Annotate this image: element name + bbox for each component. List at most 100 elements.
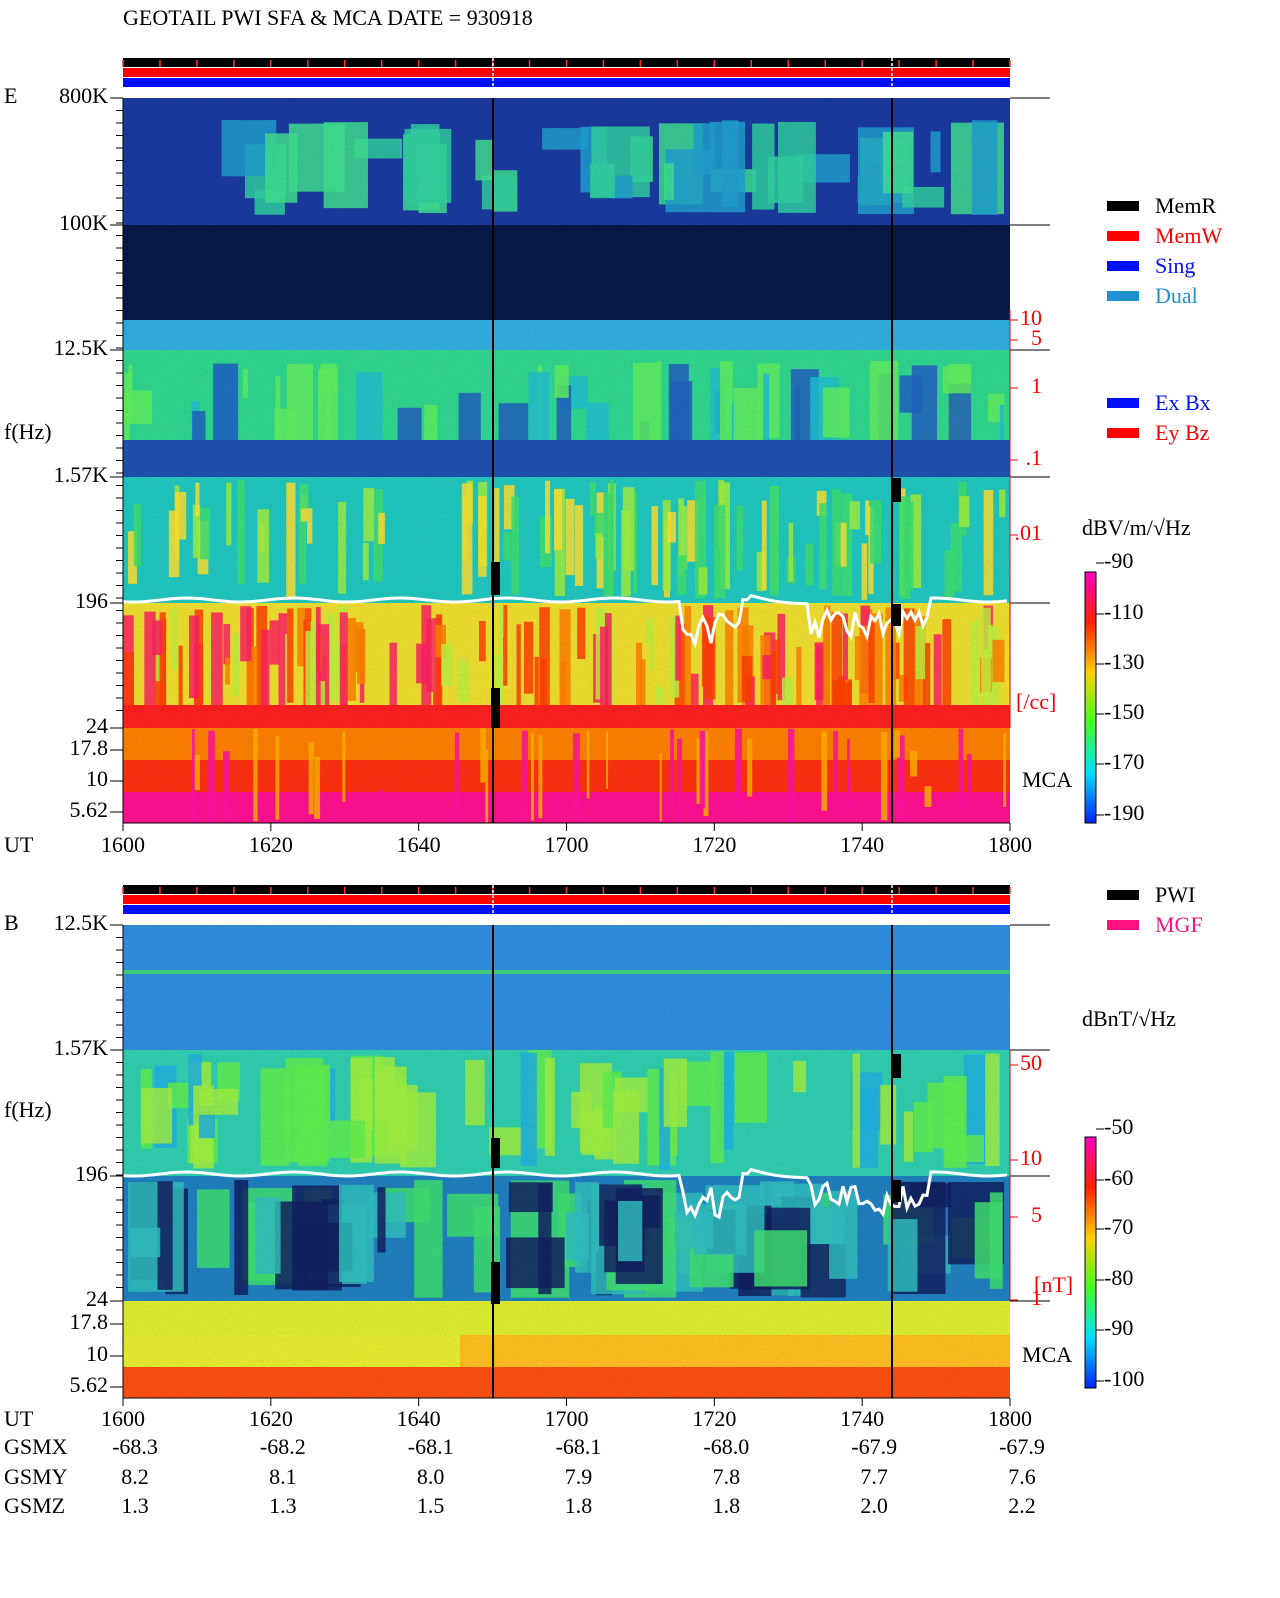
orbit-value: 1.5: [417, 1493, 445, 1518]
plasma-line: [122, 1167, 1008, 1220]
legend-swatch: [1107, 398, 1139, 408]
y-tick-label: 24: [86, 713, 108, 738]
colorbar-unit: dBnT/√Hz: [1082, 1006, 1176, 1031]
legend-swatch: [1107, 291, 1139, 301]
orbit-value: 1.3: [269, 1493, 297, 1518]
orbit-value: -68.1: [556, 1434, 602, 1459]
y-axis-label: f(Hz): [4, 1097, 52, 1122]
mca-label: MCA: [1022, 767, 1072, 792]
y-tick-label: 24: [86, 1286, 108, 1311]
y-tick-label: 800K: [59, 83, 108, 108]
data-gap: [491, 1262, 500, 1304]
data-gap: [892, 1054, 901, 1078]
orbit-value: -68.2: [260, 1434, 306, 1459]
orbit-value: 7.9: [565, 1464, 593, 1489]
status-bar: [123, 78, 1010, 87]
colorbar-tick-label: -130: [1104, 649, 1144, 674]
x-tick-label: 1600: [101, 1406, 145, 1431]
x-tick-label: 1600: [101, 832, 145, 857]
x-tick-label: 1700: [545, 1406, 589, 1431]
density-tick-label: 1: [1031, 373, 1042, 398]
density-tick-label: .1: [1026, 445, 1043, 470]
colorbar-tick-label: -90: [1104, 548, 1133, 573]
y-tick-label: 12.5K: [54, 335, 109, 360]
data-gap: [892, 478, 901, 502]
panel-label: E: [4, 83, 17, 108]
x-tick-label: 1720: [692, 832, 736, 857]
colorbar-tick-label: -170: [1104, 749, 1144, 774]
y-tick-label: 1.57K: [54, 462, 109, 487]
legend-label: Sing: [1155, 253, 1195, 278]
legend-label: Ex Bx: [1155, 390, 1211, 415]
title: GEOTAIL PWI SFA & MCA DATE = 930918: [123, 5, 533, 30]
mca-label: MCA: [1022, 1342, 1072, 1367]
y-tick-label: 1.57K: [54, 1035, 109, 1060]
y-tick-label: 17.8: [70, 735, 109, 760]
x-tick-label: 1800: [988, 1406, 1032, 1431]
orbit-value: 7.6: [1008, 1464, 1036, 1489]
field-tick-label: 1: [1031, 1285, 1042, 1310]
orbit-value: 1.3: [121, 1493, 149, 1518]
field-tick-label: 5: [1031, 1202, 1042, 1227]
texture: [123, 925, 1010, 1398]
orbit-value: -68.3: [112, 1434, 158, 1459]
y-tick-label: 100K: [59, 210, 108, 235]
x-tick-label: 1800: [988, 832, 1032, 857]
legend-label: PWI: [1155, 882, 1195, 907]
orbit-label: GSMX: [4, 1434, 68, 1459]
colorbar-tick-label: -60: [1104, 1165, 1133, 1190]
data-gap: [491, 688, 500, 728]
orbit-value: -67.9: [851, 1434, 897, 1459]
orbit-value: 8.0: [417, 1464, 445, 1489]
plasma-line: [122, 593, 1008, 649]
y-tick-label: 196: [75, 1161, 108, 1186]
field-unit: [nT]: [1034, 1272, 1073, 1297]
density-unit: [/cc]: [1016, 689, 1056, 714]
data-gap: [892, 1180, 901, 1202]
colorbar: [1084, 1136, 1097, 1389]
x-tick-label: 1700: [545, 832, 589, 857]
y-tick-label: 5.62: [70, 1372, 109, 1397]
y-tick-label: 196: [75, 588, 108, 613]
orbit-value: -68.0: [703, 1434, 749, 1459]
colorbar-tick-label: -70: [1104, 1214, 1133, 1239]
x-tick-label: 1620: [249, 1406, 293, 1431]
colorbar-tick-label: -110: [1104, 599, 1144, 624]
y-tick-label: 10: [86, 766, 108, 791]
density-tick-label: .01: [1015, 520, 1043, 545]
orbit-label: GSMZ: [4, 1493, 65, 1518]
field-tick-label: 50: [1020, 1050, 1042, 1075]
status-bar: [123, 895, 1010, 904]
density-tick-label: 5: [1031, 325, 1042, 350]
orbit-value: 7.7: [860, 1464, 888, 1489]
panel-label: B: [4, 910, 19, 935]
y-tick-label: 12.5K: [54, 910, 109, 935]
legend-swatch: [1107, 261, 1139, 271]
orbit-value: 1.8: [713, 1493, 741, 1518]
field-tick-label: 10: [1020, 1145, 1042, 1170]
data-gap: [491, 562, 500, 595]
orbit-value: -67.9: [999, 1434, 1045, 1459]
legend-swatch: [1107, 201, 1139, 211]
y-tick-label: 5.62: [70, 797, 109, 822]
y-axis-label: f(Hz): [4, 419, 52, 444]
orbit-label: GSMY: [4, 1464, 68, 1489]
x-tick-label: 1640: [397, 832, 441, 857]
colorbar-unit: dBV/m/√Hz: [1082, 515, 1191, 540]
x-tick-label: 1620: [249, 832, 293, 857]
status-bar: [123, 905, 1010, 914]
x-axis-label: UT: [4, 832, 34, 857]
y-tick-label: 10: [86, 1341, 108, 1366]
colorbar-tick-label: -150: [1104, 699, 1144, 724]
orbit-value: 8.1: [269, 1464, 297, 1489]
legend-swatch: [1107, 231, 1139, 241]
data-gap: [491, 1138, 500, 1168]
orbit-value: 8.2: [121, 1464, 149, 1489]
colorbar-tick-label: -90: [1104, 1315, 1133, 1340]
data-gap: [892, 604, 901, 626]
x-tick-label: 1720: [692, 1406, 736, 1431]
x-tick-label: 1740: [840, 832, 884, 857]
legend-swatch: [1107, 428, 1139, 438]
